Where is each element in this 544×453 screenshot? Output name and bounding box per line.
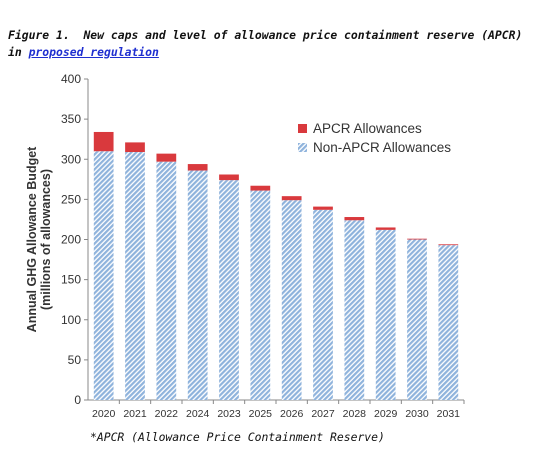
y-tick-label: 150 xyxy=(61,273,81,287)
bar-non-apcr xyxy=(125,152,145,400)
x-tick-label: 2025 xyxy=(249,408,273,420)
figure-caption: Figure 1. New caps and level of allowanc… xyxy=(8,27,538,61)
bar-non-apcr xyxy=(313,209,333,400)
x-tick-label: 2027 xyxy=(311,408,335,420)
x-tick-label: 2029 xyxy=(374,408,398,420)
bar-non-apcr xyxy=(156,161,177,400)
y-tick-label: 350 xyxy=(61,112,81,126)
bar-apcr xyxy=(125,142,145,153)
y-tick-label: 400 xyxy=(61,72,81,86)
x-tick-label: 2030 xyxy=(405,408,429,420)
y-tick-label: 50 xyxy=(68,353,82,367)
bar-apcr xyxy=(313,206,333,210)
x-tick-label: 2026 xyxy=(280,408,304,420)
legend-label: APCR Allowances xyxy=(313,121,422,136)
y-tick-label: 200 xyxy=(61,233,81,247)
axis-labels: 0 50 100 150 200 250 300 350 400 2020 2021 2022 2024… xyxy=(25,72,460,420)
y-axis-title: Annual GHG Allowance Budget xyxy=(25,146,39,332)
y-tick-label: 300 xyxy=(61,152,81,166)
bar-non-apcr xyxy=(187,170,208,400)
x-tick-label: 2024 xyxy=(186,408,210,420)
bar-non-apcr xyxy=(375,229,396,400)
bar-non-apcr xyxy=(93,151,114,400)
bar-apcr xyxy=(281,196,302,201)
caption-text: New caps and level of allowance price co… xyxy=(8,28,523,59)
x-tick-label: 2020 xyxy=(92,408,116,420)
legend-swatch xyxy=(298,143,307,152)
bar-apcr xyxy=(375,227,396,230)
x-tick-label: 2022 xyxy=(155,408,179,420)
bar-non-apcr xyxy=(250,190,271,400)
legend-label: Non-APCR Allowances xyxy=(313,140,451,155)
bar-apcr xyxy=(187,164,208,171)
bar-apcr xyxy=(344,217,365,221)
bar-apcr xyxy=(156,153,177,162)
legend: APCR Allowances Non-APCR Allowances xyxy=(298,121,451,155)
y-tick-label: 0 xyxy=(74,393,81,407)
y-axis-subtitle: (millions of allowances) xyxy=(39,169,53,310)
bar-apcr xyxy=(250,185,271,191)
x-tick-label: 2023 xyxy=(217,408,241,420)
bars xyxy=(93,131,459,400)
x-tick-label: 2031 xyxy=(437,408,461,420)
y-tick-label: 250 xyxy=(61,192,81,206)
bar-non-apcr xyxy=(438,245,459,400)
bar-non-apcr xyxy=(344,220,365,400)
axes xyxy=(84,78,465,404)
figure-label: Figure 1. xyxy=(8,28,70,42)
legend-swatch xyxy=(298,124,307,133)
x-tick-label: 2028 xyxy=(343,408,367,420)
footnote: *APCR (Allowance Price Containment Reser… xyxy=(90,430,385,444)
bar-apcr xyxy=(438,244,459,246)
proposed-regulation-link[interactable]: proposed regulation xyxy=(28,45,159,59)
bar-non-apcr xyxy=(219,180,239,400)
bar-apcr xyxy=(407,238,427,240)
x-tick-label: 2021 xyxy=(123,408,147,420)
bar-non-apcr xyxy=(407,239,427,400)
bar-apcr xyxy=(219,174,239,181)
y-tick-label: 100 xyxy=(61,313,81,327)
bar-apcr xyxy=(93,131,114,152)
bar-non-apcr xyxy=(281,200,302,400)
